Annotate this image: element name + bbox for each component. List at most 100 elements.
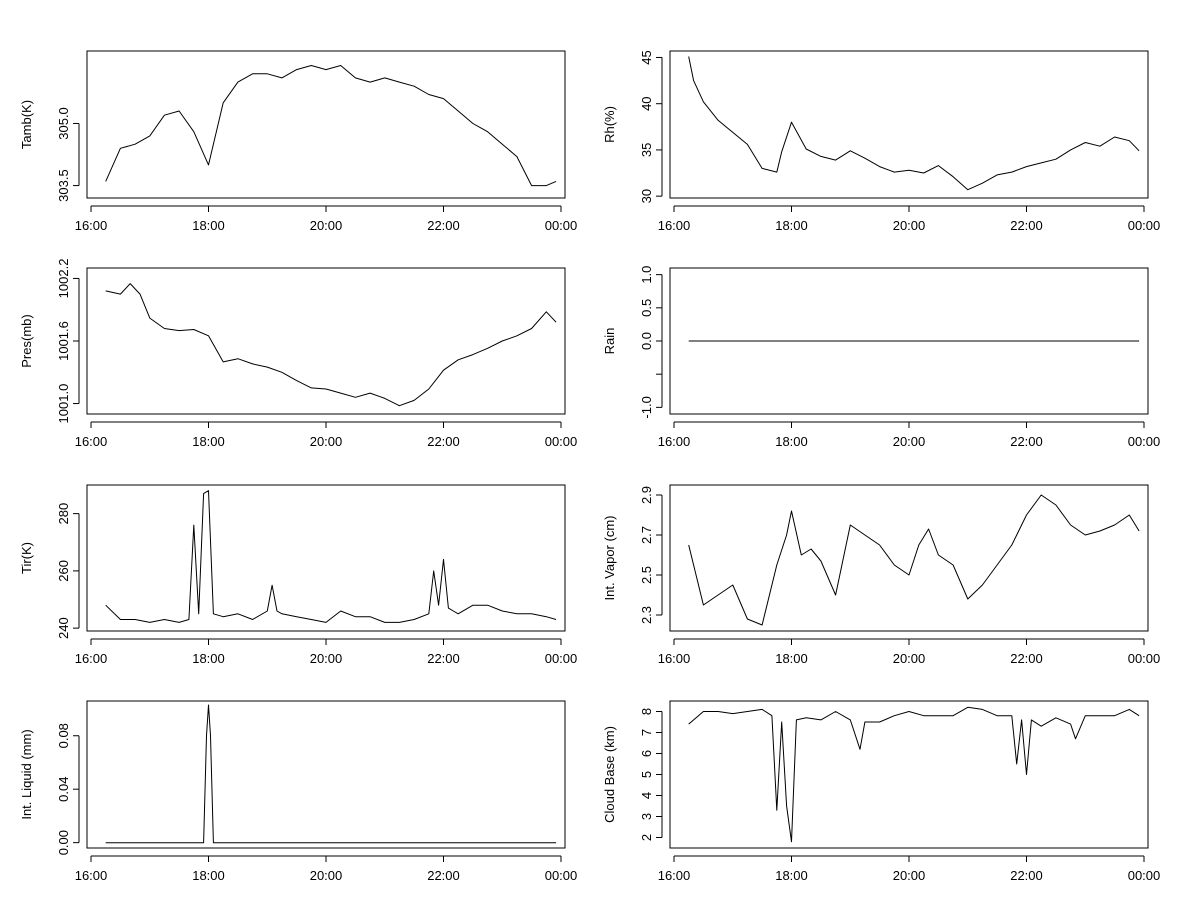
y-tick-label: 280 [56,503,71,525]
x-tick-label: 22:00 [1010,651,1043,666]
y-tick-label: 2.5 [639,566,654,584]
x-tick-label: 22:00 [427,434,460,449]
x-tick-label: 00:00 [545,651,578,666]
plot-frame [86,484,566,632]
x-tick-label: 18:00 [775,868,808,883]
y-tick-label: 0.00 [56,830,71,855]
x-tick-label: 22:00 [427,218,460,233]
y-tick-label: 3 [639,813,654,820]
panel: 16:00 18:00 20:00 22:00 00:00 2.3 2.5 2.7 2.9 Int… [602,484,1161,666]
x-tick-label: 16:00 [658,868,691,883]
x-tick-label: 16:00 [75,434,108,449]
plot-frame [669,267,1149,415]
x-tick-label: 20:00 [893,651,926,666]
y-tick-label: 6 [639,750,654,757]
y-tick-label: 40 [639,96,654,110]
x-tick-label: 00:00 [545,868,578,883]
x-tick-label: 00:00 [545,218,578,233]
x-tick-label: 22:00 [1010,868,1043,883]
x-tick-label: 00:00 [1128,651,1161,666]
x-tick-label: 22:00 [427,651,460,666]
x-tick-label: 00:00 [545,434,578,449]
x-tick-label: 18:00 [192,218,225,233]
panel: 16:00 18:00 20:00 22:00 00:00 240 260 280 Tir(K) [19,484,578,666]
y-tick-label: 1002.2 [56,259,71,299]
y-tick-label: 305.0 [56,107,71,140]
x-tick-label: 16:00 [75,651,108,666]
x-tick-label: 00:00 [1128,868,1161,883]
x-tick-label: 00:00 [1128,434,1161,449]
plot-frame [669,484,1149,632]
y-tick-label: 303.5 [56,169,71,202]
series-line [105,704,557,844]
y-tick-label: 30 [639,189,654,203]
x-tick-label: 20:00 [310,651,343,666]
x-tick-label: 18:00 [192,651,225,666]
y-axis-title: Int. Liquid (mm) [19,729,34,819]
panel: 16:00 18:00 20:00 22:00 00:00 303.5 305.0 Tamb(… [19,50,578,233]
series-line [105,65,557,187]
y-axis-title: Int. Vapor (cm) [602,515,617,600]
plot-frame [86,267,566,415]
y-tick-label: 2.3 [639,606,654,624]
y-axis-title: Tamb(K) [19,100,34,149]
x-tick-label: 18:00 [192,868,225,883]
y-tick-label: 8 [639,708,654,715]
x-tick-label: 16:00 [658,651,691,666]
x-tick-label: 22:00 [427,868,460,883]
x-tick-label: 22:00 [1010,434,1043,449]
y-tick-label: 7 [639,729,654,736]
y-tick-label: 4 [639,792,654,799]
y-tick-label: 45 [639,50,654,64]
y-tick-label: 0.04 [56,777,71,802]
y-tick-label: 5 [639,771,654,778]
plot-frame [669,700,1149,849]
x-tick-label: 16:00 [75,218,108,233]
panel: 16:00 18:00 20:00 22:00 00:00 -1.0 0.0 0.5 1.0 Ra… [602,266,1160,449]
y-tick-label: 0.08 [56,723,71,748]
y-tick-label: -1.0 [639,396,654,418]
y-tick-label: 1.0 [639,266,654,284]
x-tick-label: 18:00 [192,434,225,449]
y-tick-label: 1001.0 [56,384,71,424]
plot-frame [86,50,566,199]
panel: 16:00 18:00 20:00 22:00 00:00 30 35 40 45 Rh(%) [602,50,1160,233]
x-tick-label: 20:00 [893,434,926,449]
y-tick-label: 260 [56,560,71,582]
series-line [688,494,1140,626]
x-tick-label: 20:00 [310,868,343,883]
x-tick-label: 16:00 [658,218,691,233]
series-line [688,706,1140,843]
x-tick-label: 20:00 [893,868,926,883]
x-tick-label: 18:00 [775,434,808,449]
y-axis-title: Pres(mb) [19,314,34,367]
y-axis-title: Rain [602,328,617,355]
x-tick-label: 16:00 [75,868,108,883]
y-tick-label: 240 [56,617,71,639]
x-tick-label: 20:00 [893,218,926,233]
y-tick-label: 2.7 [639,526,654,544]
y-axis-title: Cloud Base (km) [602,726,617,823]
y-axis-title: Rh(%) [602,106,617,143]
series-line [105,283,557,407]
x-tick-label: 16:00 [658,434,691,449]
y-tick-label: 2 [639,834,654,841]
y-tick-label: 35 [639,143,654,157]
series-line [688,56,1140,191]
plot-frame [86,700,566,849]
x-tick-label: 20:00 [310,218,343,233]
y-axis-title: Tir(K) [19,542,34,574]
y-tick-label: 0.5 [639,299,654,317]
x-tick-label: 22:00 [1010,218,1043,233]
y-tick-label: 2.9 [639,486,654,504]
x-tick-label: 18:00 [775,218,808,233]
panel: 16:00 18:00 20:00 22:00 00:00 2 3 4 5 6 7 8 Cloud Ba… [602,700,1161,883]
plot-frame [669,50,1149,199]
y-tick-label: 1001.6 [56,321,71,361]
x-tick-label: 18:00 [775,651,808,666]
y-tick-label: 0.0 [639,332,654,350]
x-tick-label: 20:00 [310,434,343,449]
panel: 16:00 18:00 20:00 22:00 00:00 0.00 0.04 0.08 Int… [19,700,578,883]
